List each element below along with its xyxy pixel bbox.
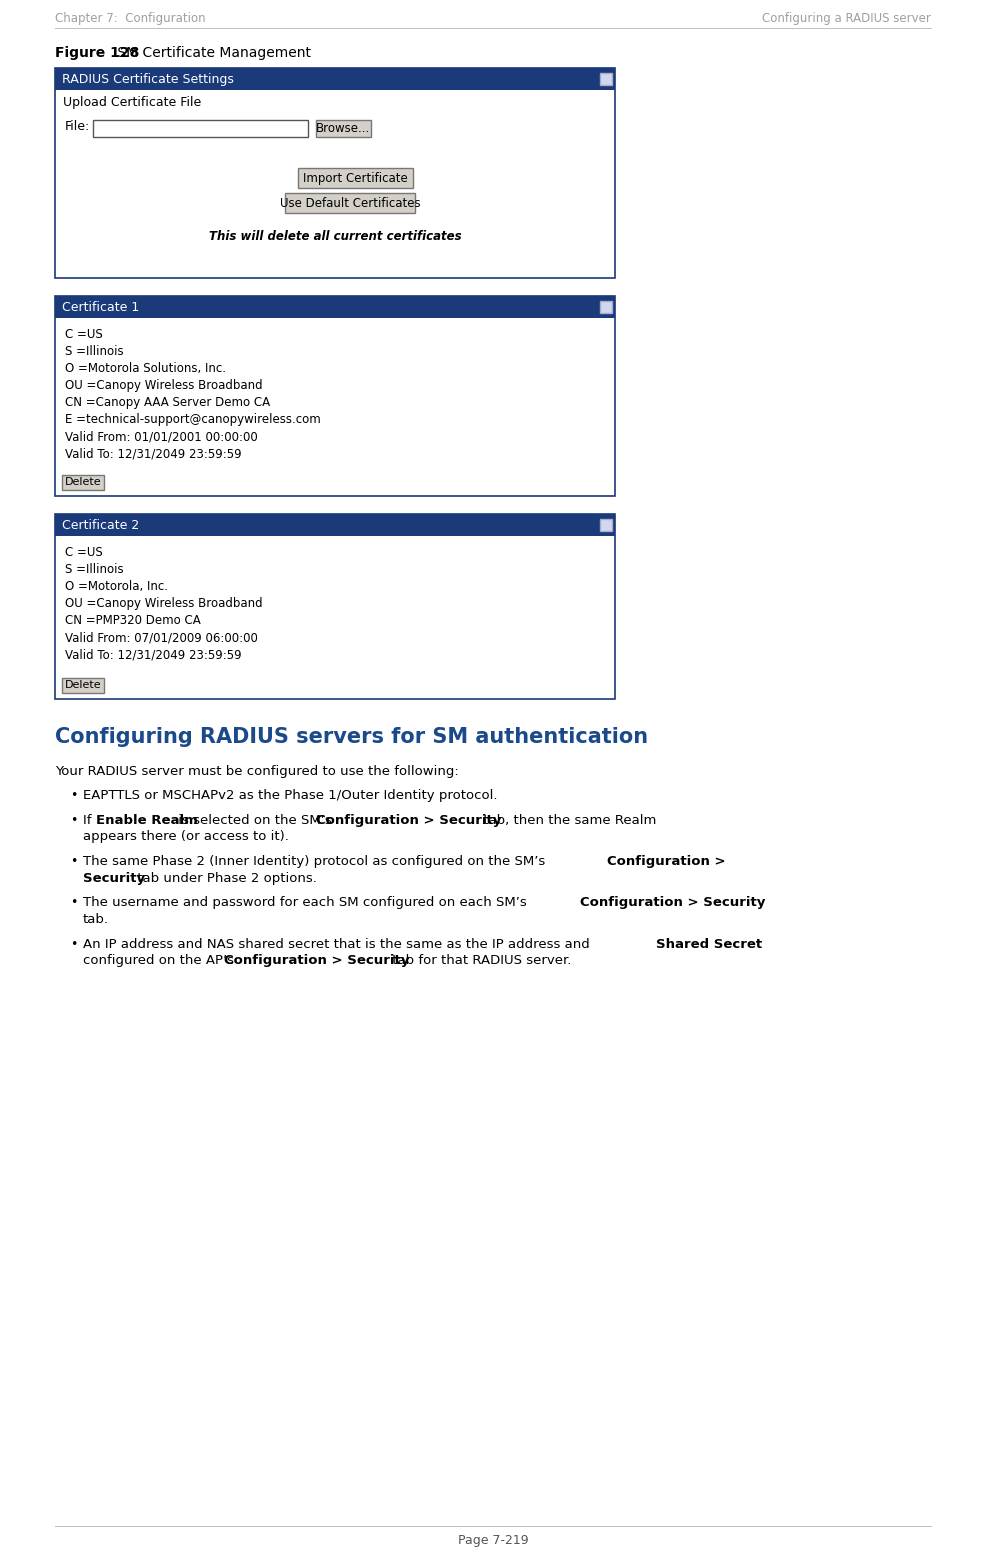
Text: Configuring RADIUS servers for SM authentication: Configuring RADIUS servers for SM authen…	[55, 727, 648, 747]
Text: Browse...: Browse...	[316, 121, 370, 135]
Text: configured on the AP’s: configured on the AP’s	[83, 954, 239, 966]
Text: OU =Canopy Wireless Broadband: OU =Canopy Wireless Broadband	[65, 598, 262, 610]
Text: Security: Security	[83, 871, 145, 884]
Bar	[600, 300, 612, 313]
Text: Valid From: 07/01/2009 06:00:00: Valid From: 07/01/2009 06:00:00	[65, 632, 258, 644]
Text: Use Default Certificates: Use Default Certificates	[280, 196, 420, 210]
Text: •: •	[70, 854, 77, 868]
Text: O =Motorola, Inc.: O =Motorola, Inc.	[65, 580, 168, 593]
Bar	[600, 73, 612, 86]
Text: Configuration > Security: Configuration > Security	[316, 814, 501, 826]
Text: Delete: Delete	[65, 680, 102, 689]
Text: •: •	[70, 789, 77, 801]
Bar	[55, 68, 615, 90]
Bar	[62, 475, 104, 490]
Text: The username and password for each SM configured on each SM’s: The username and password for each SM co…	[83, 896, 531, 909]
Bar	[316, 120, 371, 137]
Text: tab under Phase 2 options.: tab under Phase 2 options.	[133, 871, 317, 884]
Text: Import Certificate: Import Certificate	[303, 171, 407, 185]
Text: Valid To: 12/31/2049 23:59:59: Valid To: 12/31/2049 23:59:59	[65, 447, 242, 461]
Bar	[285, 193, 415, 213]
Text: SM Certificate Management: SM Certificate Management	[113, 47, 311, 61]
Text: An IP address and NAS shared secret that is the same as the IP address and: An IP address and NAS shared secret that…	[83, 938, 594, 951]
Bar	[55, 296, 615, 317]
Text: appears there (or access to it).: appears there (or access to it).	[83, 831, 289, 843]
Text: File:: File:	[65, 120, 91, 132]
Text: Shared Secret: Shared Secret	[656, 938, 762, 951]
Text: RADIUS Certificate Settings: RADIUS Certificate Settings	[62, 73, 234, 86]
Text: This will delete all current certificates: This will delete all current certificate…	[209, 230, 461, 243]
Text: Certificate 1: Certificate 1	[62, 300, 139, 313]
Text: Configuration > Security: Configuration > Security	[224, 954, 409, 966]
Text: C =US: C =US	[65, 328, 103, 341]
Bar	[298, 168, 412, 188]
Text: Valid To: 12/31/2049 23:59:59: Valid To: 12/31/2049 23:59:59	[65, 647, 242, 661]
Text: Enable Realm: Enable Realm	[96, 814, 198, 826]
Text: CN =PMP320 Demo CA: CN =PMP320 Demo CA	[65, 615, 201, 627]
Bar	[55, 296, 615, 496]
Text: Configuration >: Configuration >	[607, 854, 726, 868]
Bar	[55, 513, 615, 535]
Text: Page 7-219: Page 7-219	[458, 1534, 528, 1547]
Text: If: If	[83, 814, 96, 826]
Text: CN =Canopy AAA Server Demo CA: CN =Canopy AAA Server Demo CA	[65, 395, 270, 409]
Text: O =Motorola Solutions, Inc.: O =Motorola Solutions, Inc.	[65, 363, 226, 375]
Text: •: •	[70, 814, 77, 826]
Bar	[55, 513, 615, 699]
Text: Delete: Delete	[65, 478, 102, 487]
Text: EAPTTLS or MSCHAPv2 as the Phase 1/Outer Identity protocol.: EAPTTLS or MSCHAPv2 as the Phase 1/Outer…	[83, 789, 498, 801]
Bar	[93, 120, 308, 137]
Text: Figure 128: Figure 128	[55, 47, 139, 61]
Bar	[600, 520, 612, 531]
Text: tab for that RADIUS server.: tab for that RADIUS server.	[388, 954, 571, 966]
Text: The same Phase 2 (Inner Identity) protocol as configured on the SM’s: The same Phase 2 (Inner Identity) protoc…	[83, 854, 549, 868]
Text: S =Illinois: S =Illinois	[65, 345, 123, 358]
Bar	[62, 677, 104, 692]
Text: C =US: C =US	[65, 546, 103, 559]
Text: tab, then the same Realm: tab, then the same Realm	[479, 814, 657, 826]
Text: Valid From: 01/01/2001 00:00:00: Valid From: 01/01/2001 00:00:00	[65, 429, 257, 443]
Text: E =technical-support@canopywireless.com: E =technical-support@canopywireless.com	[65, 412, 320, 426]
Text: •: •	[70, 938, 77, 951]
Text: •: •	[70, 896, 77, 909]
Text: S =Illinois: S =Illinois	[65, 563, 123, 576]
Text: Chapter 7:  Configuration: Chapter 7: Configuration	[55, 12, 206, 25]
Text: Your RADIUS server must be configured to use the following:: Your RADIUS server must be configured to…	[55, 766, 458, 778]
Text: Configuring a RADIUS server: Configuring a RADIUS server	[762, 12, 931, 25]
Text: tab.: tab.	[83, 913, 109, 926]
Text: OU =Canopy Wireless Broadband: OU =Canopy Wireless Broadband	[65, 380, 262, 392]
Text: Configuration > Security: Configuration > Security	[580, 896, 765, 909]
Text: Upload Certificate File: Upload Certificate File	[63, 96, 201, 109]
Text: is selected on the SM’s: is selected on the SM’s	[174, 814, 336, 826]
Text: Certificate 2: Certificate 2	[62, 518, 139, 532]
Bar	[55, 68, 615, 279]
